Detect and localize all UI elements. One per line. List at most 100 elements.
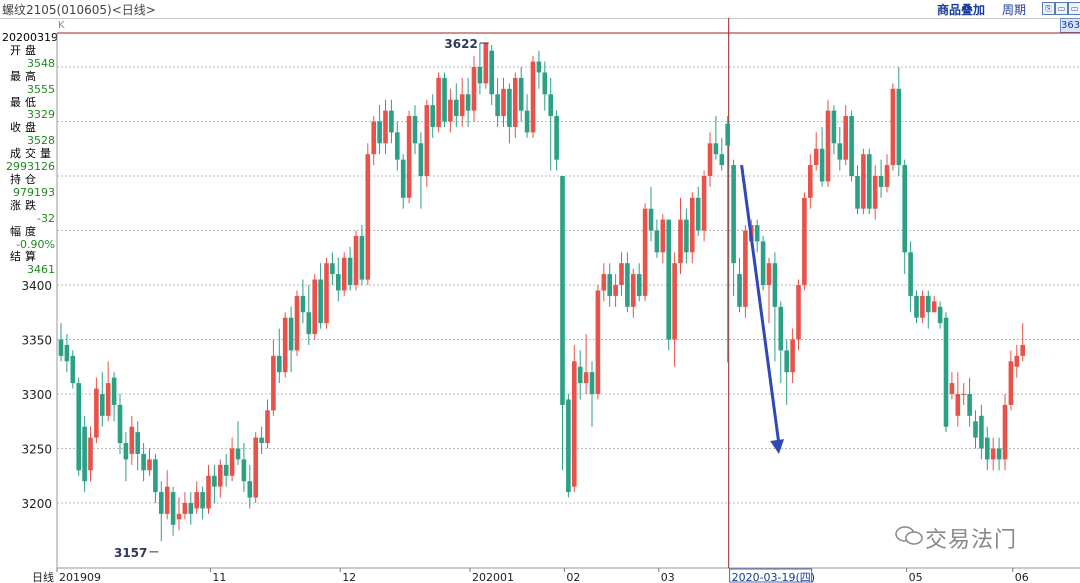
candle-body [501, 88, 506, 117]
candle-body [666, 219, 671, 340]
candle-body [772, 263, 778, 307]
info-label: 最低 [10, 95, 40, 109]
restore-icon[interactable]: ⎘ [1042, 2, 1055, 15]
candle-body [277, 355, 282, 373]
candle-body [719, 154, 725, 166]
candle-body [442, 77, 447, 122]
candle-body [159, 492, 164, 514]
candle-body [955, 394, 961, 416]
candle-body [636, 274, 642, 296]
candle-body [796, 285, 801, 340]
candle-body [182, 503, 188, 514]
candle-body [471, 67, 477, 111]
info-panel: 20200319 开盘 3548 最高 3555 最低 3329 收盘 3528 成交量 2993… [0, 31, 58, 277]
info-label: 成交量 [10, 147, 55, 161]
candle-body [554, 116, 559, 160]
candle-body [117, 404, 123, 444]
info-label: 幅度 [10, 224, 40, 238]
candle-body [235, 448, 241, 460]
candle-body [406, 116, 412, 198]
candle-body [100, 394, 105, 416]
candle-body [731, 165, 736, 264]
low-annotation: 3157 [114, 546, 147, 560]
candle-body [831, 110, 837, 144]
candle-body [701, 176, 707, 231]
candle-body [896, 88, 902, 166]
candle-body [943, 317, 949, 427]
candle-body [341, 257, 347, 291]
candle-body [654, 230, 660, 253]
info-value: 2993126 [6, 160, 55, 174]
candle-body [872, 176, 878, 209]
candle-body [613, 285, 618, 296]
candle-body [625, 263, 630, 307]
candle-body [265, 410, 270, 444]
x-tick-label: 201909 [59, 571, 101, 583]
candle-body [589, 372, 595, 394]
candle-body [802, 197, 807, 285]
candle-body [495, 94, 500, 117]
x-tick-label: 12 [342, 571, 356, 583]
candle-body [359, 235, 365, 280]
candle-body [560, 176, 565, 405]
candle-body [424, 105, 430, 176]
candle-body [489, 50, 494, 95]
candle-body [200, 492, 205, 509]
info-value: 3555 [27, 82, 55, 96]
candle-body [247, 481, 253, 498]
candle-body [282, 317, 288, 373]
candle-body [566, 399, 571, 493]
candle-body [336, 274, 341, 291]
candle-body [170, 492, 176, 525]
chat-bubble-icon [895, 525, 925, 553]
candle-body [695, 197, 701, 231]
candle-body [890, 88, 896, 166]
expand-icon[interactable]: ▭ [1055, 2, 1068, 15]
candle-body [884, 165, 890, 187]
candle-body [412, 116, 418, 144]
candle-body [878, 176, 884, 187]
candle-body [542, 72, 548, 95]
chart-title: 螺纹2105(010605)<日线> [2, 3, 156, 17]
info-label: 开盘 [10, 43, 40, 57]
candle-body [206, 475, 211, 509]
candle-body [300, 295, 306, 313]
candle-body [430, 105, 435, 127]
candle-body [867, 154, 872, 209]
info-value: -0.90% [16, 237, 55, 251]
y-tick-label: 3400 [21, 279, 52, 293]
candle-body [223, 464, 229, 476]
candle-body [64, 344, 70, 362]
x-tick-label: 02 [566, 571, 580, 583]
candle-body [855, 176, 860, 209]
trend-arrow-head [770, 439, 785, 454]
title-bar: 螺纹2105(010605)<日线> 商品叠加 周期 ⎘ ▭ ▭ [0, 0, 1080, 19]
candle-body [241, 459, 247, 482]
candle-body [312, 279, 317, 335]
candle-body [400, 159, 406, 198]
candle-body [147, 459, 152, 471]
candle-body [1002, 404, 1008, 460]
candle-body [678, 219, 683, 264]
candle-body [383, 110, 388, 144]
x-tick-label: 05 [909, 571, 923, 583]
info-value: 3528 [27, 134, 55, 148]
candle-body [176, 513, 182, 520]
candle-body [843, 116, 848, 160]
commodity-overlay-button[interactable]: 商品叠加 [937, 3, 986, 17]
candle-body [660, 219, 666, 253]
collapse-icon[interactable]: ▭ [1068, 2, 1080, 15]
candle-body [318, 279, 323, 324]
candle-body [690, 197, 695, 253]
candle-body [82, 426, 87, 482]
candle-body [1014, 355, 1020, 367]
candle-body [861, 154, 866, 209]
candle-body [577, 366, 583, 384]
candle-body [524, 110, 530, 133]
candle-body [194, 492, 199, 509]
period-button[interactable]: 周期 [1002, 3, 1027, 17]
candle-body [961, 394, 966, 395]
candle-body [784, 350, 789, 373]
info-date: 20200319 [2, 31, 58, 44]
